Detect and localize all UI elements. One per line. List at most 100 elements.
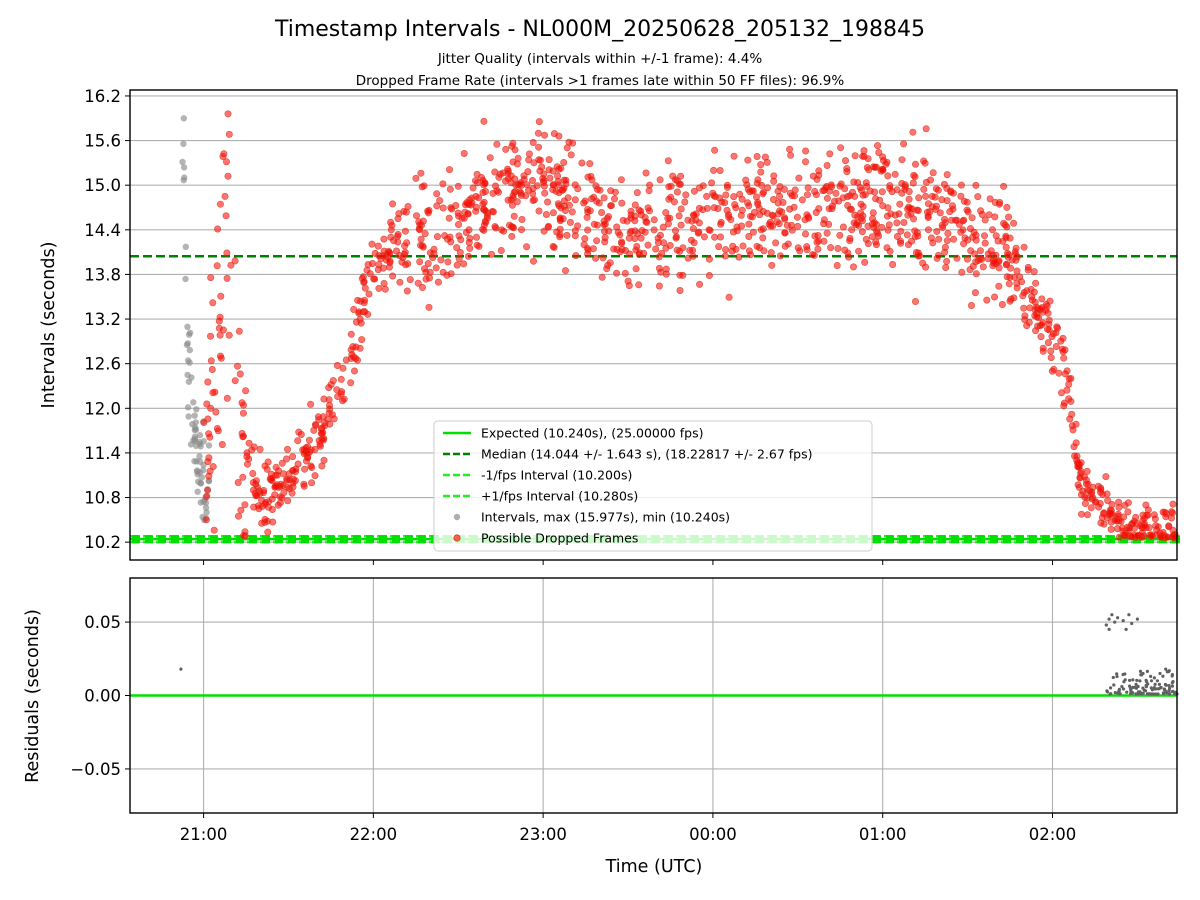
dropped-frame-point [652,245,660,253]
dropped-frame-point [981,216,989,224]
dropped-frame-point [204,486,212,494]
dropped-frame-point [502,145,510,153]
expected-band-marker [210,535,218,544]
residual-point [1125,690,1129,694]
interval-point [197,443,204,450]
dropped-frame-point [911,160,919,168]
dropped-frame-point [861,191,869,199]
dropped-frame-point [909,215,917,223]
dropped-frame-point [696,280,704,288]
dropped-frame-point [944,230,952,238]
dropped-frame-point [883,212,891,220]
dropped-frame-point [803,191,811,199]
bottom-x-ticks: 21:00 22:00 23:00 00:00 01:00 02:00 [180,813,1076,844]
dropped-frame-point [626,250,634,258]
dropped-frame-point [874,142,882,150]
dropped-frame-point [572,252,580,260]
dropped-frame-point [352,318,360,326]
legend-label-dropped: Possible Dropped Frames [481,531,638,546]
dropped-frame-point [389,200,397,208]
dropped-frame-point [841,185,849,193]
dropped-frame-point [433,190,441,198]
dropped-frame-point [308,479,316,487]
expected-band-marker [392,535,400,544]
residual-point [1164,667,1168,671]
dropped-frame-point [224,110,232,118]
dropped-frame-point [878,223,886,231]
dropped-frame-point [757,161,765,169]
top-y-tick-label: 10.2 [84,533,121,552]
dropped-frame-point [439,268,447,276]
dropped-frame-point [692,210,700,218]
dropped-frame-point [738,206,746,214]
dropped-frame-point [436,197,444,205]
dropped-frame-point [418,283,426,291]
dropped-frame-point [1124,508,1132,516]
dropped-frame-point [705,271,713,279]
dropped-frame-point [365,290,373,298]
dropped-frame-point [627,227,635,235]
dropped-frame-point [539,175,547,183]
dropped-frame-point [846,192,854,200]
residual-point [1128,684,1132,688]
dropped-frame-point [759,190,767,198]
dropped-frame-point [387,233,395,241]
residual-point [1128,678,1132,683]
dropped-frame-point [972,270,980,278]
dropped-frame-point [679,244,687,252]
residual-point [1156,687,1160,691]
residual-point [1133,685,1137,689]
expected-band-marker [977,535,985,544]
residual-point [1153,682,1157,687]
dropped-frame-point [875,149,883,157]
dropped-frame-point [974,193,982,201]
residual-point [1120,685,1124,689]
dropped-frame-point [419,243,427,251]
legend-swatch-intervals [453,513,461,521]
dropped-frame-point [509,139,517,147]
dropped-frame-point [566,218,574,226]
dropped-frame-point [240,532,248,540]
dropped-frame-point [432,264,440,272]
dropped-frame-point [560,197,568,205]
dropped-frame-point [677,205,685,213]
dropped-frame-point [528,177,536,185]
dropped-frame-point [223,274,231,282]
dropped-frame-point [289,453,297,461]
dropped-frame-point [406,276,414,284]
dropped-frame-point [922,125,930,133]
dropped-frame-point [911,233,919,241]
dropped-frame-point [517,226,525,234]
dropped-frame-point [1065,380,1073,388]
dropped-frame-point [231,257,239,265]
dropped-frame-point [536,156,544,164]
dropped-frame-point [479,189,487,197]
residual-point [1168,686,1172,690]
dropped-frame-point [600,194,608,202]
dropped-frame-point [981,239,989,247]
dropped-frame-point [826,150,834,158]
dropped-frame-point [793,213,801,221]
dropped-frame-point [1010,219,1018,227]
expected-band-marker [964,535,972,544]
dropped-frame-point [721,252,729,260]
dropped-frame-point [253,491,261,499]
dropped-frame-point [447,204,455,212]
expected-band-marker [1081,535,1089,544]
chart-subtitle-dropped: Dropped Frame Rate (intervals >1 frames … [356,73,845,89]
dropped-frame-point [1032,327,1040,335]
dropped-frame-point [593,197,601,205]
dropped-frame-point [268,474,276,482]
dropped-frame-point [361,296,369,304]
dropped-frame-point [963,255,971,263]
residual-point [1121,672,1125,677]
dropped-frame-point [480,221,488,229]
dropped-frame-point [1013,267,1021,275]
dropped-frame-point [961,234,969,242]
dropped-frame-point [992,251,1000,259]
dropped-frame-point [368,240,376,248]
dropped-frame-point [677,172,685,180]
dropped-frame-point [672,234,680,242]
residual-point [1105,690,1109,694]
dropped-frame-point [1060,399,1068,407]
